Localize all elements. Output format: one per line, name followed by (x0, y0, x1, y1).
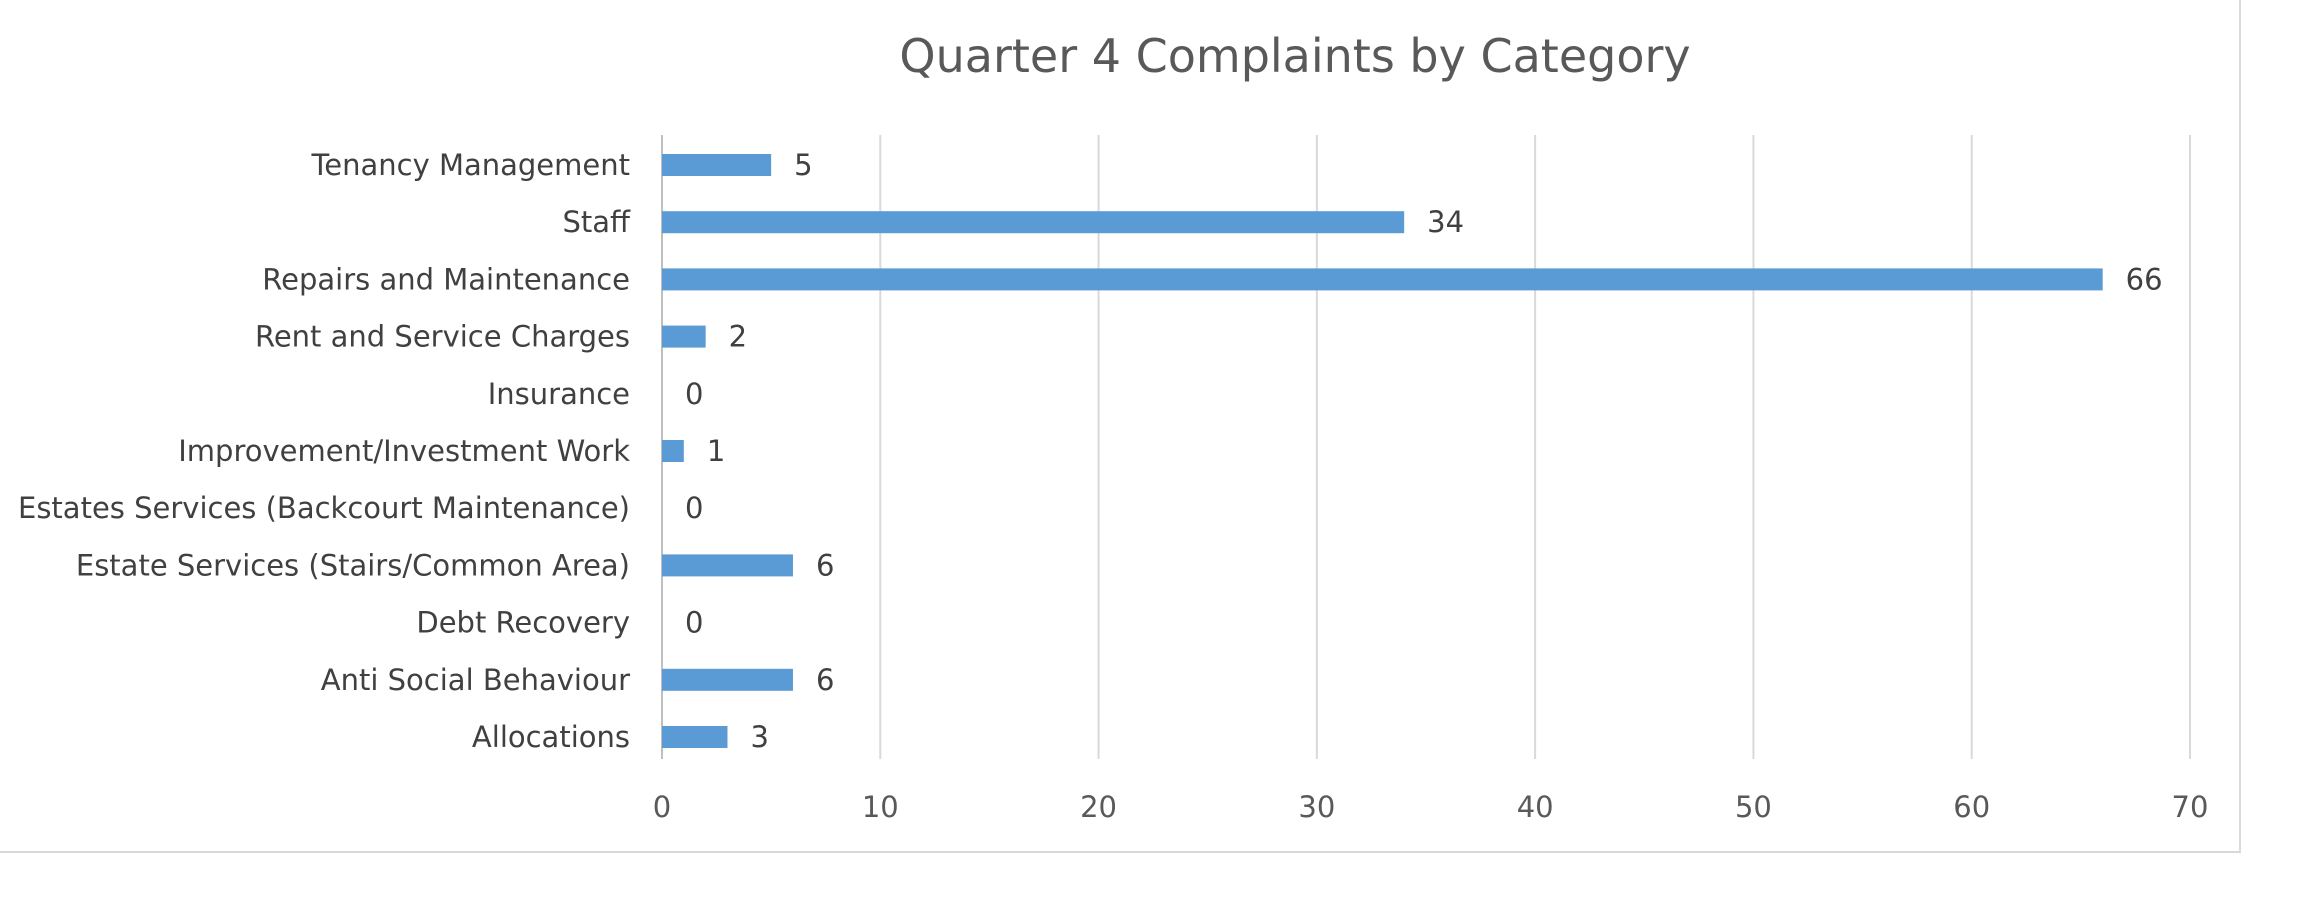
data-label: 34 (1427, 205, 1464, 239)
gridlines (661, 135, 2191, 759)
x-tick-label: 30 (1298, 790, 1335, 824)
chart-area: Quarter 4 Complaints by Category Tenancy… (0, 0, 2241, 853)
bar (662, 554, 793, 577)
x-tick-label: 50 (1735, 790, 1772, 824)
x-tick-label: 0 (653, 790, 671, 824)
data-label: 66 (2126, 262, 2163, 296)
bar (662, 268, 2103, 291)
bar (662, 440, 684, 462)
category-label: Allocations (472, 720, 630, 754)
bar (662, 211, 1405, 234)
bar (662, 154, 772, 176)
category-label: Repairs and Maintenance (262, 262, 630, 296)
data-label: 6 (816, 548, 834, 582)
bars (662, 154, 2103, 748)
bar (662, 668, 793, 691)
category-label: Staff (562, 205, 631, 239)
data-label: 0 (685, 491, 703, 525)
x-tick-label: 60 (1953, 790, 1990, 824)
category-label: Estate Services (Stairs/Common Area) (76, 548, 630, 582)
category-axis: Tenancy Management Staff Repairs and Maint… (18, 148, 631, 754)
x-tick-label: 10 (862, 790, 899, 824)
data-label: 0 (685, 606, 703, 640)
value-axis: 0 10 20 30 40 50 60 70 (653, 790, 2209, 824)
x-tick-label: 40 (1517, 790, 1554, 824)
category-label: Insurance (488, 377, 630, 411)
data-label: 5 (794, 148, 812, 182)
category-label: Improvement/Investment Work (178, 434, 630, 468)
data-label: 1 (707, 434, 725, 468)
data-label: 6 (816, 663, 834, 697)
category-label: Tenancy Management (310, 148, 630, 182)
bar (662, 726, 728, 748)
bar (662, 325, 706, 348)
data-label: 0 (685, 377, 703, 411)
x-tick-label: 20 (1080, 790, 1117, 824)
category-label: Anti Social Behaviour (321, 663, 630, 697)
data-label: 2 (729, 320, 747, 354)
chart-title: Quarter 4 Complaints by Category (899, 29, 1690, 83)
data-label: 3 (750, 720, 768, 754)
category-label: Rent and Service Charges (255, 320, 630, 354)
category-label: Debt Recovery (416, 606, 630, 640)
x-tick-label: 70 (2172, 790, 2209, 824)
bar-chart: Quarter 4 Complaints by Category Tenancy… (18, 29, 2209, 824)
category-label: Estates Services (Backcourt Maintenance) (18, 491, 630, 525)
